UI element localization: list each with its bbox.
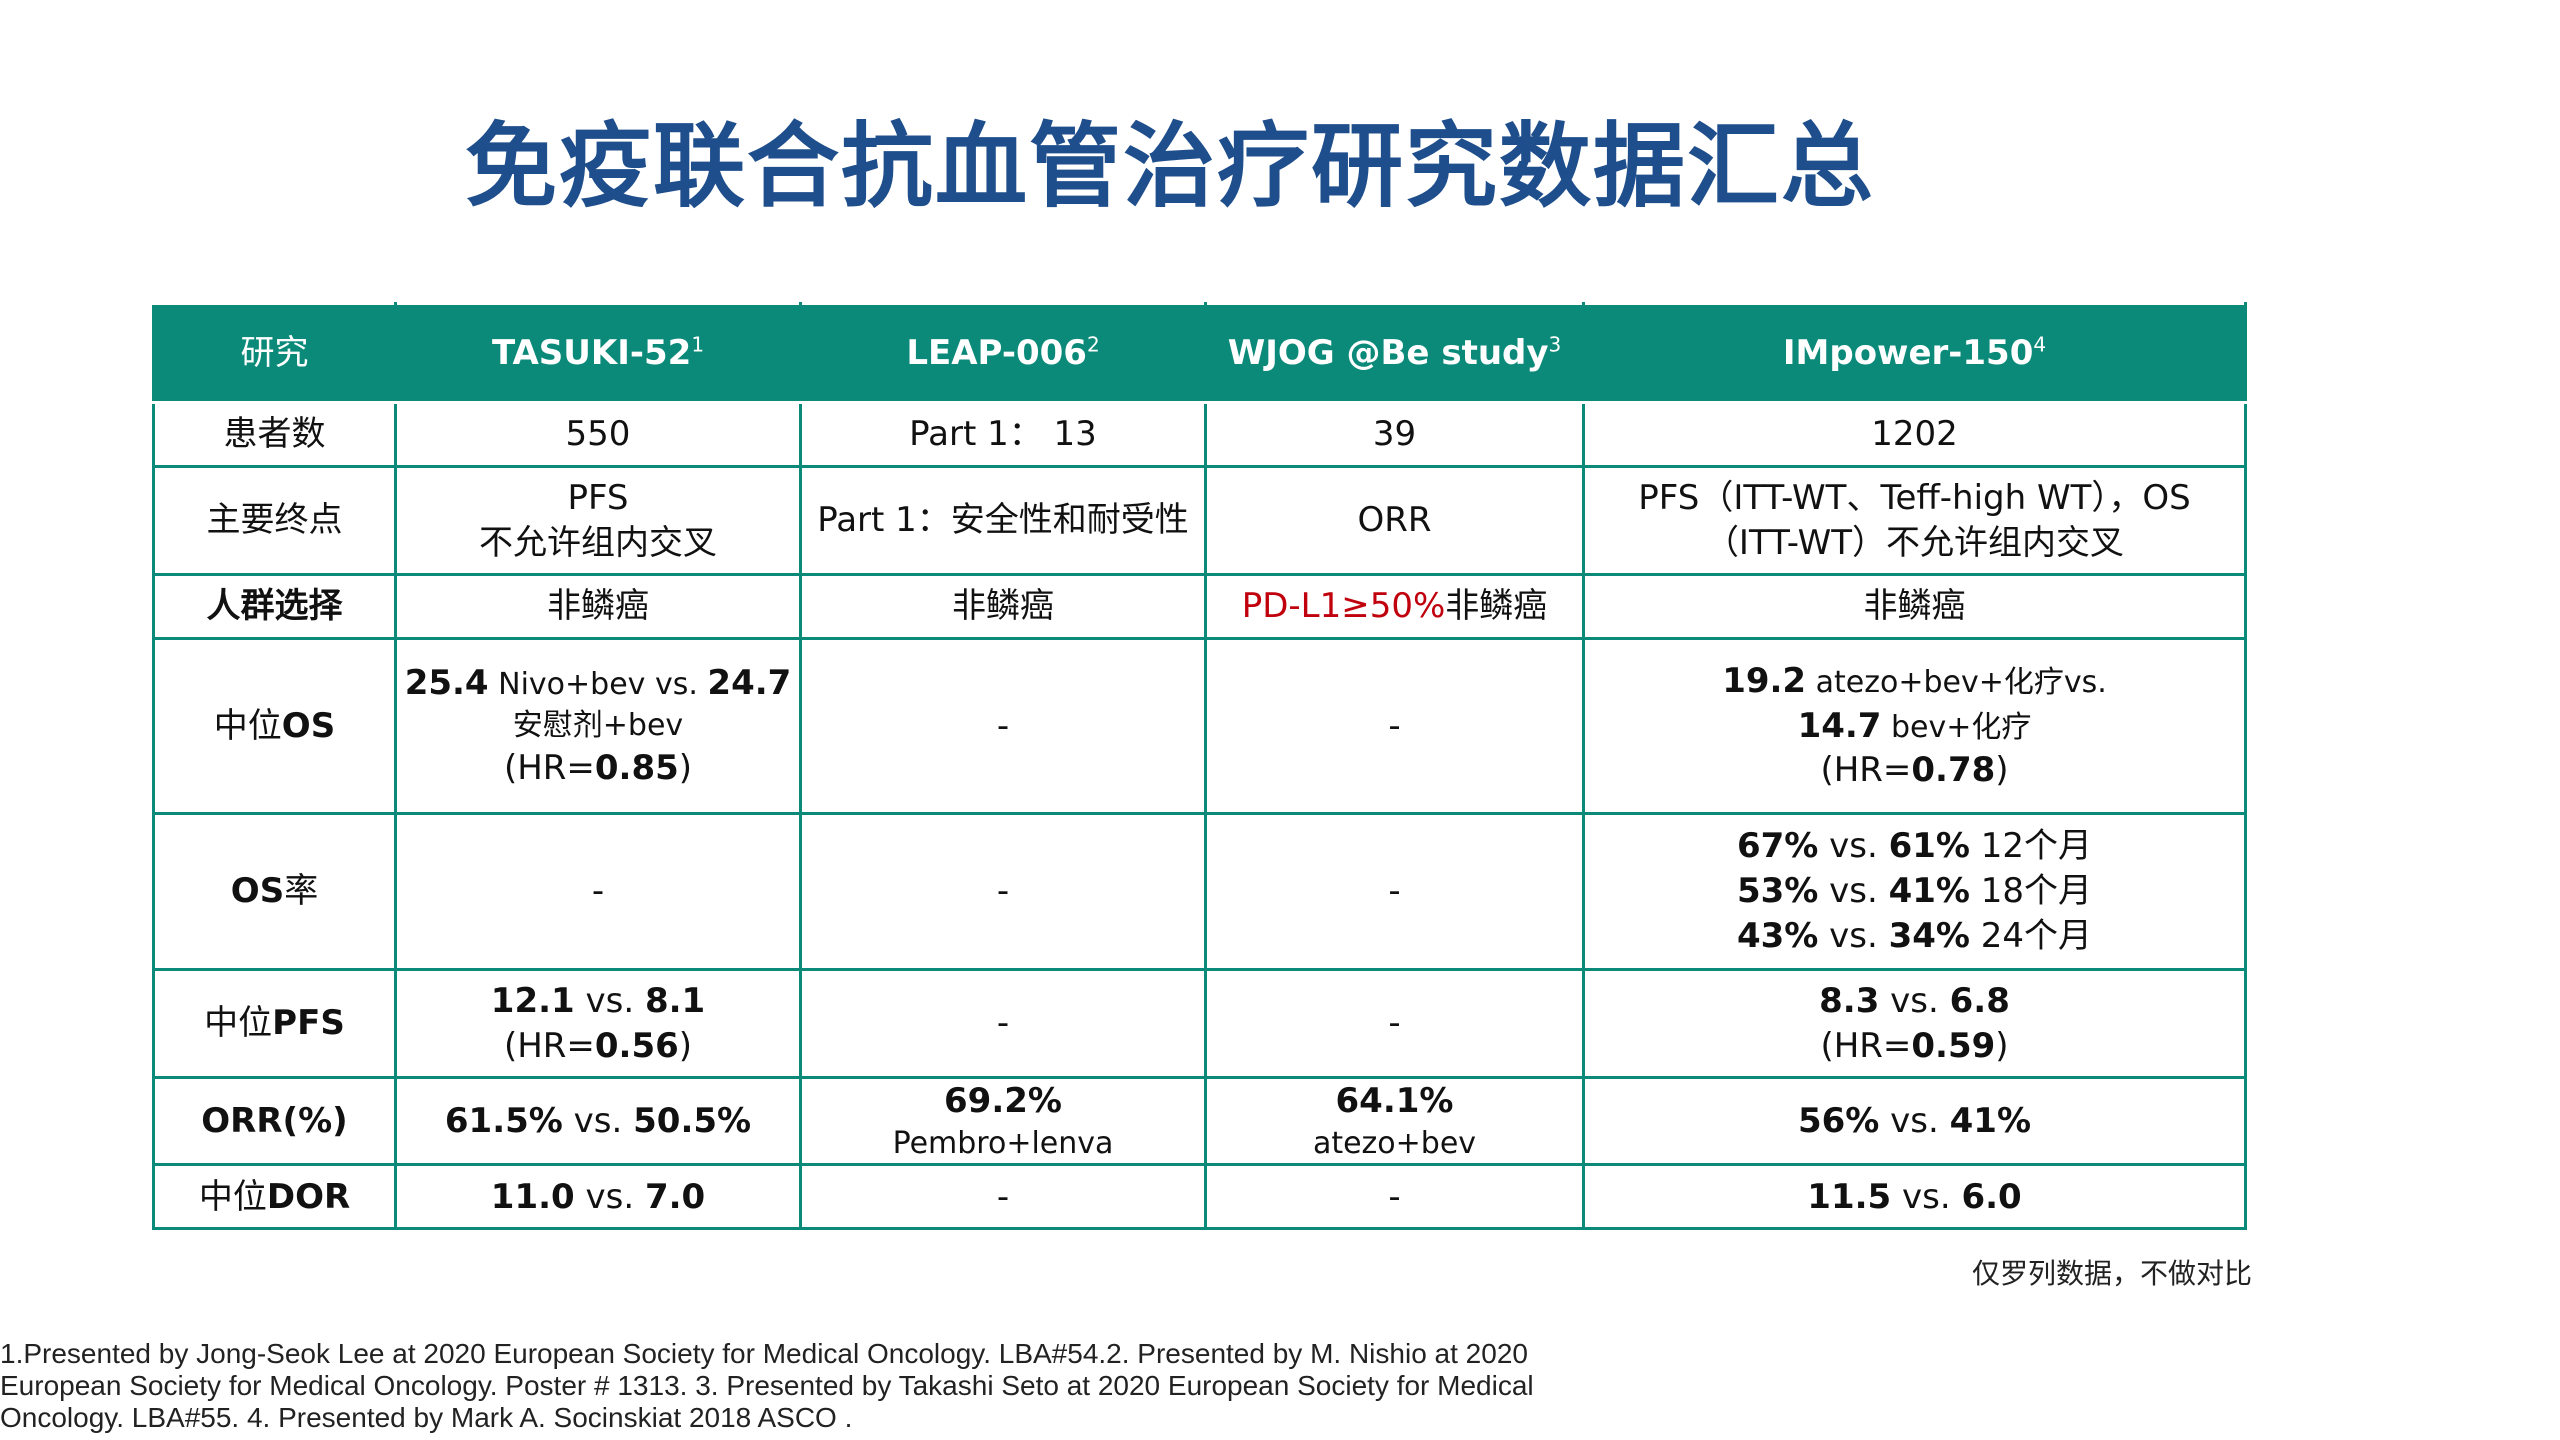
cell: 61.5% vs. 50.5%	[394, 1075, 802, 1167]
cell: 非鳞癌	[1582, 573, 2247, 640]
references-footnote: 1.Presented by Jong-Seok Lee at 2020 Eur…	[0, 1338, 1534, 1433]
comparison-note: 仅罗列数据，不做对比	[1971, 1257, 2252, 1290]
study-summary-table: 研究 TASUKI-521 LEAP-0062 WJOG @Be study3 …	[152, 302, 2247, 1231]
cell: 550	[394, 401, 802, 468]
cell: ORR	[1204, 465, 1585, 576]
cell: PFS 不允许组内交叉	[394, 465, 802, 576]
table-row-endpoint: 主要终点 PFS 不允许组内交叉 Part 1：安全性和耐受性 ORR PFS（I…	[152, 465, 2247, 576]
cell: 19.2 atezo+bev+化疗vs. 14.7 bev+化疗 (HR=0.7…	[1582, 637, 2247, 815]
cell: -	[799, 1163, 1207, 1231]
row-label-orr: ORR(%)	[152, 1075, 397, 1167]
header-tasuki-52: TASUKI-521	[394, 302, 802, 404]
table-row-median-pfs: 中位PFS 12.1 vs. 8.1 (HR=0.56) - - 8.3 vs.…	[152, 968, 2247, 1079]
table-row-orr: ORR(%) 61.5% vs. 50.5% 69.2% Pembro+lenva…	[152, 1075, 2247, 1167]
header-leap-006: LEAP-0062	[799, 302, 1207, 404]
cell: 67% vs. 61% 12个月 53% vs. 41% 18个月 43% vs…	[1582, 812, 2247, 971]
cell: 39	[1204, 401, 1585, 468]
row-label-os-rate: OS率	[152, 812, 397, 971]
cell: 64.1% atezo+bev	[1204, 1075, 1585, 1167]
cell: -	[394, 812, 802, 971]
cell: 69.2% Pembro+lenva	[799, 1075, 1207, 1167]
cell: 25.4 Nivo+bev vs. 24.7 安慰剂+bev (HR=0.85)	[394, 637, 802, 815]
cell: 8.3 vs. 6.8 (HR=0.59)	[1582, 968, 2247, 1079]
cell: -	[1204, 637, 1585, 815]
row-label-median-dor: 中位DOR	[152, 1163, 397, 1231]
cell: -	[1204, 968, 1585, 1079]
header-study: 研究	[152, 302, 397, 404]
cell: -	[799, 968, 1207, 1079]
cell: Part 1：安全性和耐受性	[799, 465, 1207, 576]
table-row-median-os: 中位OS 25.4 Nivo+bev vs. 24.7 安慰剂+bev (HR=…	[152, 637, 2247, 815]
cell: PFS（ITT-WT、Teff-high WT），OS （ITT-WT）不允许组内…	[1582, 465, 2247, 576]
cell: -	[799, 637, 1207, 815]
cell: 12.1 vs. 8.1 (HR=0.56)	[394, 968, 802, 1079]
cell: Part 1： 13	[799, 401, 1207, 468]
table-row-patients: 患者数 550 Part 1： 13 39 1202	[152, 401, 2247, 468]
table-row-population: 人群选择 非鳞癌 非鳞癌 PD-L1≥50%非鳞癌 非鳞癌	[152, 573, 2247, 640]
cell: -	[1204, 812, 1585, 971]
cell: 非鳞癌	[799, 573, 1207, 640]
cell: 11.5 vs. 6.0	[1582, 1163, 2247, 1231]
cell: 1202	[1582, 401, 2247, 468]
header-impower-150: IMpower-1504	[1582, 302, 2247, 404]
header-wjog-be-study: WJOG @Be study3	[1204, 302, 1585, 404]
cell: PD-L1≥50%非鳞癌	[1204, 573, 1585, 640]
cell: 11.0 vs. 7.0	[394, 1163, 802, 1231]
cell: -	[1204, 1163, 1585, 1231]
table-row-os-rate: OS率 - - - 67% vs. 61% 12个月 53% vs. 41% 1…	[152, 812, 2247, 971]
cell: 56% vs. 41%	[1582, 1075, 2247, 1167]
cell: -	[799, 812, 1207, 971]
table-row-median-dor: 中位DOR 11.0 vs. 7.0 - - 11.5 vs. 6.0	[152, 1163, 2247, 1231]
page-title: 免疫联合抗血管治疗研究数据汇总	[464, 113, 1875, 220]
row-label-population: 人群选择	[152, 573, 397, 640]
row-label-patients: 患者数	[152, 401, 397, 468]
cell: 非鳞癌	[394, 573, 802, 640]
row-label-endpoint: 主要终点	[152, 465, 397, 576]
row-label-median-pfs: 中位PFS	[152, 968, 397, 1079]
row-label-median-os: 中位OS	[152, 637, 397, 815]
table-header-row: 研究 TASUKI-521 LEAP-0062 WJOG @Be study3 …	[152, 302, 2247, 404]
